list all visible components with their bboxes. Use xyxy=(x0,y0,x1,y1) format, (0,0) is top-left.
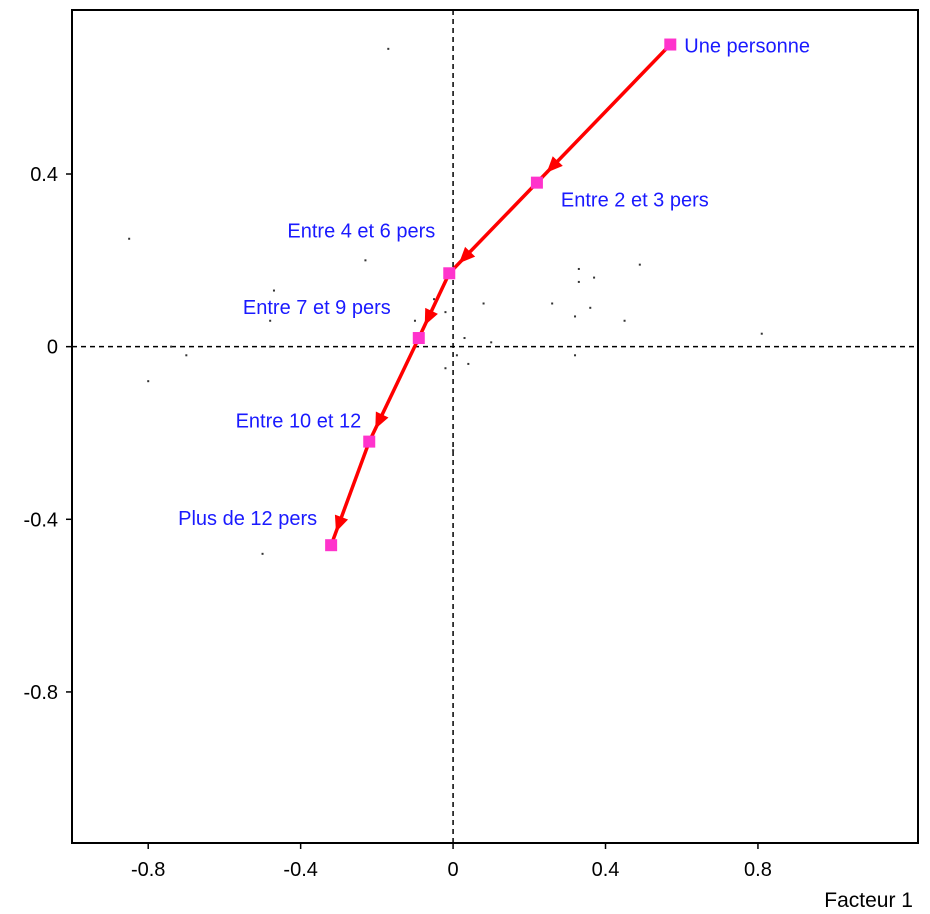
background-point xyxy=(593,276,596,279)
trajectory-arrowhead xyxy=(546,156,563,173)
background-point xyxy=(147,380,150,383)
background-point xyxy=(490,341,493,344)
trajectory-point-label: Plus de 12 pers xyxy=(178,508,317,530)
y-tick-label: -0.4 xyxy=(24,509,58,531)
background-point xyxy=(577,267,580,270)
y-tick-label: 0 xyxy=(47,337,58,359)
background-point xyxy=(455,354,458,357)
background-point xyxy=(272,289,275,292)
background-point xyxy=(364,259,367,262)
background-point xyxy=(261,552,264,555)
y-tick-label: -0.8 xyxy=(24,682,58,704)
background-point xyxy=(269,345,272,348)
trajectory xyxy=(329,43,672,546)
trajectory-marker xyxy=(664,38,677,51)
background-point xyxy=(577,280,580,283)
background-point xyxy=(482,302,485,305)
background-point xyxy=(444,367,447,370)
trajectory-arrowhead xyxy=(334,514,349,533)
trajectory-arrowhead xyxy=(424,307,438,326)
trajectory-marker xyxy=(530,176,543,189)
background-point xyxy=(551,302,554,305)
x-axis-title: Facteur 1 xyxy=(824,889,913,912)
trajectory-point-label: Une personne xyxy=(684,36,810,58)
trajectory-arrowhead xyxy=(459,246,476,264)
x-tick-label: -0.4 xyxy=(283,859,317,881)
background-point xyxy=(760,332,763,335)
background-point xyxy=(574,315,577,318)
trajectory-marker xyxy=(325,539,338,552)
background-point xyxy=(433,298,436,301)
trajectory-arrowhead xyxy=(375,411,389,429)
trajectory-marker xyxy=(443,267,456,280)
background-point xyxy=(269,319,272,322)
trajectory-marker xyxy=(363,435,376,448)
trajectory-point-label: Entre 2 et 3 pers xyxy=(561,190,709,212)
background-point xyxy=(589,306,592,309)
background-point xyxy=(452,449,455,452)
trajectory-point-label: Entre 10 et 12 xyxy=(236,411,362,433)
trajectory-labels: Une personne Entre 2 et 3 pers Entre 4 et … xyxy=(178,36,810,531)
background-point xyxy=(574,354,577,357)
x-tick-label: -0.8 xyxy=(131,859,165,881)
trajectory-markers xyxy=(325,38,677,552)
background-point xyxy=(467,362,470,365)
background-point xyxy=(128,237,131,240)
background-point xyxy=(413,319,416,322)
background-point xyxy=(638,263,641,266)
trajectory-segment xyxy=(417,272,451,339)
axis-ticks: -0.8 -0.4 0 0.4 0.8 0.4 0 -0.4 -0.8 xyxy=(24,164,772,881)
plot-frame xyxy=(71,9,919,844)
trajectory-segment xyxy=(535,43,672,184)
x-tick-label: 0.8 xyxy=(744,859,772,881)
y-tick-label: 0.4 xyxy=(30,164,58,186)
x-tick-label: 0 xyxy=(448,859,459,881)
background-point xyxy=(387,47,390,50)
trajectory-marker xyxy=(412,332,425,345)
trajectory-point-label: Entre 7 et 9 pers xyxy=(243,297,391,319)
background-point xyxy=(170,345,173,348)
reference-lines xyxy=(72,10,918,843)
background-points xyxy=(128,47,763,555)
background-point xyxy=(444,311,447,314)
background-point xyxy=(463,337,466,340)
background-point xyxy=(185,354,188,357)
background-point xyxy=(623,319,626,322)
x-tick-label: 0.4 xyxy=(592,859,620,881)
trajectory-point-label: Entre 4 et 6 pers xyxy=(287,220,435,242)
